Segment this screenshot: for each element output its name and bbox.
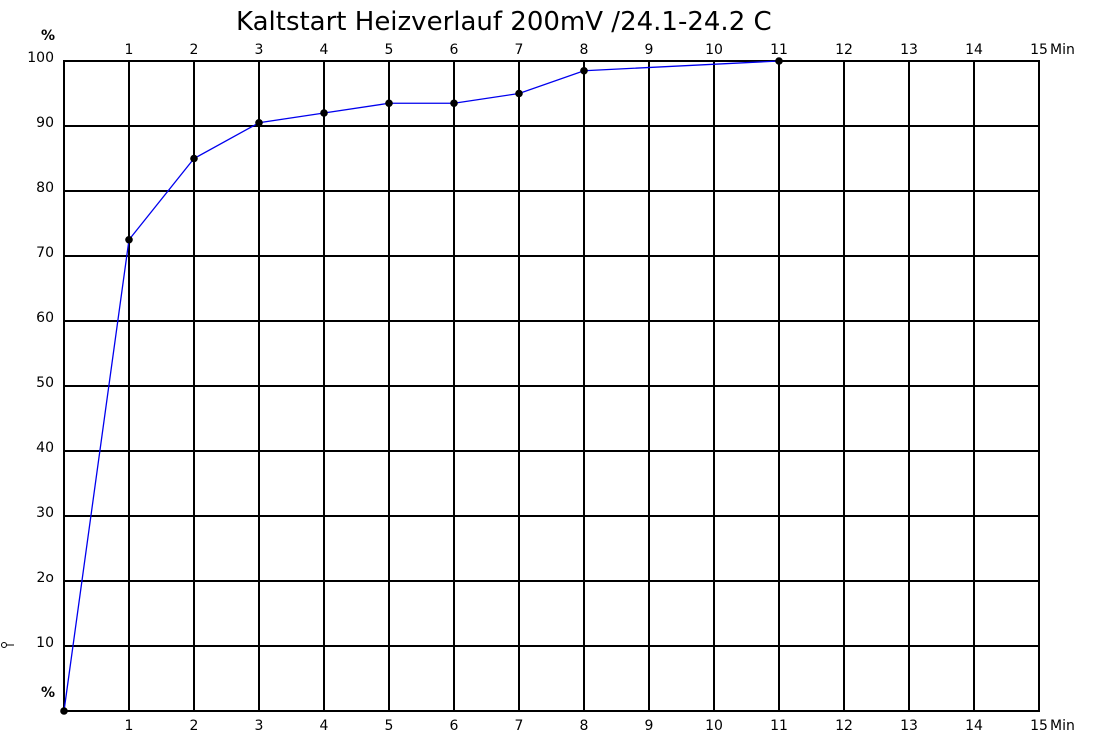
y-tick-label: 30	[36, 505, 54, 521]
y-tick-label: 60	[36, 310, 54, 326]
grid	[1, 60, 1040, 712]
x-tick-label-bottom: 12	[835, 718, 853, 734]
x-tick-label-top: 13	[900, 42, 918, 58]
x-tick-label-top: 10	[705, 42, 723, 58]
x-tick-label-top: 3	[255, 42, 264, 58]
y-unit-label-bottom: %	[41, 685, 55, 701]
data-point	[450, 99, 458, 108]
x-tick-label-top: 8	[580, 42, 589, 58]
x-tick-label-bottom: 11	[770, 718, 788, 734]
x-tick-label-bottom: 4	[320, 718, 329, 734]
x-tick-label-bottom: 14	[965, 718, 983, 734]
y-tick-label: 2o	[37, 570, 54, 586]
y-tick-label: 90	[36, 115, 54, 131]
y-unit-label-top: %	[41, 28, 55, 44]
data-point	[125, 235, 133, 244]
data-point	[60, 707, 68, 715]
data-point	[190, 154, 198, 163]
x-tick-label-bottom: 2	[190, 718, 199, 734]
y-tick-label: 50	[36, 375, 54, 391]
x-unit-label-bottom: Min	[1050, 718, 1075, 734]
chart-title: Kaltstart Heizverlauf 200mV /24.1-24.2 C	[236, 7, 772, 37]
x-tick-label-top: 14	[965, 42, 983, 58]
x-tick-label-bottom: 3	[255, 718, 264, 734]
data-point	[515, 89, 523, 98]
x-tick-label-top: 4	[320, 42, 329, 58]
data-point	[385, 99, 393, 108]
x-tick-label-top: 2	[190, 42, 199, 58]
x-tick-label-top: 6	[450, 42, 459, 58]
series-line	[63, 60, 780, 712]
data-point	[775, 57, 783, 65]
x-tick-label-top: 12	[835, 42, 853, 58]
series	[60, 57, 783, 715]
data-point	[320, 109, 328, 117]
x-tick-label-bottom: 1	[125, 718, 134, 734]
x-tick-label-top: 5	[385, 42, 394, 58]
x-tick-label-bottom: 7	[515, 718, 524, 734]
y-tick-label: 40	[36, 440, 54, 456]
y-tick-label: 10	[36, 635, 54, 651]
y-tick-label: 70	[36, 245, 54, 261]
x-tick-label-top: 1	[125, 42, 134, 58]
x-tick-label-bottom: 5	[385, 718, 394, 734]
x-tick-label-top: 15	[1030, 42, 1048, 58]
x-tick-label-bottom: 6	[450, 718, 459, 734]
x-tick-label-top: 11	[770, 42, 788, 58]
data-point	[255, 118, 263, 127]
x-tick-label-bottom: 10	[705, 718, 723, 734]
data-point	[580, 66, 588, 75]
x-tick-label-top: 7	[515, 42, 524, 58]
x-unit-label-top: Min	[1050, 42, 1075, 58]
x-tick-label-bottom: 8	[580, 718, 589, 734]
x-tick-label-bottom: 13	[900, 718, 918, 734]
edge-marker	[1, 642, 7, 648]
x-tick-label-bottom: 9	[645, 718, 654, 734]
y-tick-label: 80	[36, 180, 54, 196]
x-tick-label-top: 9	[645, 42, 654, 58]
tick-labels: 1122334455667788991010111112121313141415…	[27, 28, 1075, 734]
x-tick-label-bottom: 15	[1030, 718, 1048, 734]
y-tick-label: 100	[27, 50, 54, 66]
